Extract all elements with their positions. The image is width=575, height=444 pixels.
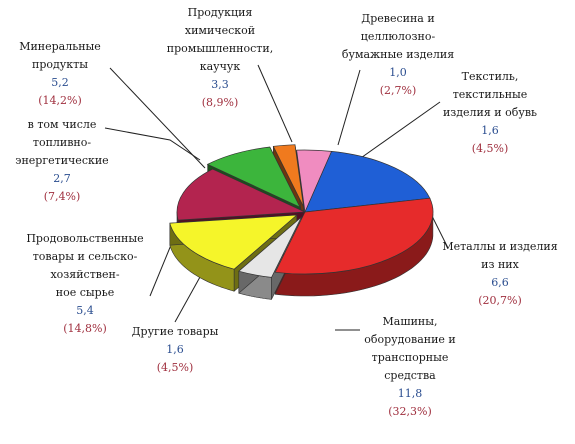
slice-value-2: 1,6 xyxy=(166,343,184,356)
leader-line-6 xyxy=(337,69,361,146)
slice-value-3: 5,4 xyxy=(76,304,94,317)
slice-label-sub-line-0: в том числе xyxy=(28,118,97,131)
pie-slices xyxy=(169,144,434,300)
leader-line-7 xyxy=(357,101,441,161)
slice-label-4-line-0: Минеральные xyxy=(19,40,101,53)
slice-value-sub: 2,7 xyxy=(53,172,71,185)
slice-labels: Металлы и изделия из них 6,6 (20,7%) Машины,… xyxy=(15,6,557,418)
slice-label-5-line-2: промышленности, xyxy=(167,42,273,55)
slice-6 xyxy=(272,144,304,207)
slice-label-3-line-2: хозяйствен- xyxy=(50,268,119,281)
leader-line-5 xyxy=(257,64,293,143)
slice-label-6-line-0: Древесина и xyxy=(361,12,434,25)
slice-0 xyxy=(304,151,431,213)
slice-percent-4: (14,2%) xyxy=(38,94,82,107)
slice-percent-sub: (7,4%) xyxy=(44,190,81,203)
slice-value-0: 6,6 xyxy=(491,276,509,289)
slice-label-5-line-1: химической xyxy=(185,24,255,37)
leader-line-sub xyxy=(104,127,201,161)
slice-2 xyxy=(238,216,302,278)
slice-4 xyxy=(176,168,306,221)
slice-label-4-line-1: продукты xyxy=(32,58,88,71)
slice-label-6-line-1: целлюлозно- xyxy=(361,30,436,43)
slice-label-2-line-0: Другие товары xyxy=(132,325,219,338)
slice-percent-7: (4,5%) xyxy=(472,142,509,155)
slice-label-0-line-1: из них xyxy=(481,258,519,271)
leader-line-4 xyxy=(109,67,206,169)
leader-lines xyxy=(104,64,449,331)
slice-percent-5: (8,9%) xyxy=(202,96,239,109)
slice-value-7: 1,6 xyxy=(481,124,499,137)
slice-value-5: 3,3 xyxy=(211,78,229,91)
slice-label-5-line-3: каучук xyxy=(200,60,241,73)
slice-label-1-line-0: Машины, xyxy=(383,315,438,328)
slice-label-1-line-2: транспорные xyxy=(372,351,449,364)
slice-percent-2: (4,5%) xyxy=(157,361,194,374)
slice-label-6-line-2: бумажные изделия xyxy=(342,48,454,61)
slice-percent-3: (14,8%) xyxy=(63,322,107,335)
slice-label-7-line-0: Текстиль, xyxy=(462,70,519,83)
slice-value-1: 11,8 xyxy=(398,387,423,400)
slice-percent-0: (20,7%) xyxy=(478,294,522,307)
slice-label-7-line-1: текстильные xyxy=(453,88,528,101)
slice-label-0-line-0: Металлы и изделия xyxy=(442,240,557,253)
slice-value-4: 5,2 xyxy=(51,76,69,89)
slice-label-1-line-3: средства xyxy=(384,369,436,382)
slice-label-3-line-3: ное сырье xyxy=(56,286,114,299)
slice-3 xyxy=(169,214,298,270)
slice-label-3-line-0: Продовольственные xyxy=(26,232,143,245)
slice-label-1-line-1: оборудование и xyxy=(364,333,456,346)
slice-value-6: 1,0 xyxy=(389,66,407,79)
slice-percent-6: (2,7%) xyxy=(380,84,417,97)
slice-label-5-line-0: Продукция xyxy=(188,6,253,19)
slice-1 xyxy=(274,197,434,275)
slice-label-3-line-1: товары и сельско- xyxy=(33,250,138,263)
slice-5 xyxy=(206,146,301,208)
slice-label-sub-line-2: энергетические xyxy=(15,154,108,167)
slice-label-7-line-2: изделия и обувь xyxy=(443,106,537,119)
slice-percent-1: (32,3%) xyxy=(388,405,432,418)
slice-label-sub-line-1: топливно- xyxy=(33,136,92,149)
